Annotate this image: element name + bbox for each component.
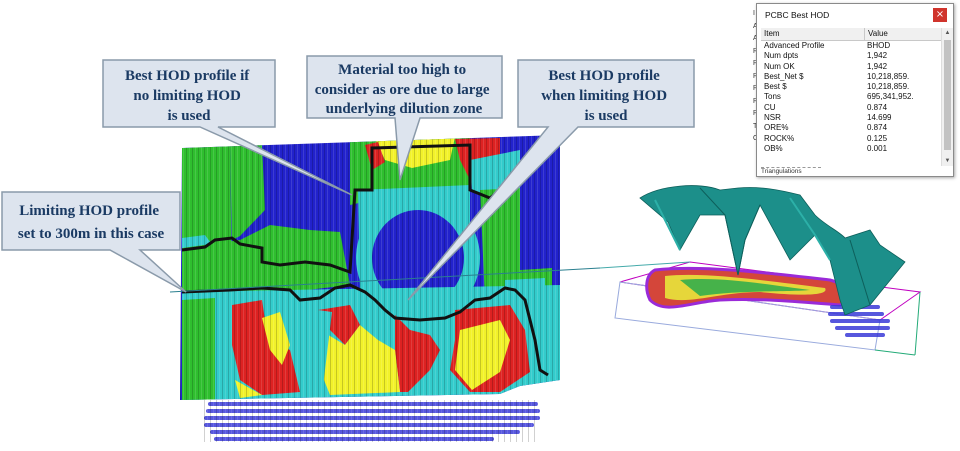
side-letter: R [753,46,758,59]
callout-best-no-limit-line2: no limiting HOD [133,88,241,104]
dialog-footer-label: Triangulations [761,167,821,175]
row-item: CU [764,102,776,112]
table-row[interactable]: Advanced Profile BHOD [761,41,941,51]
row-value: 1,942 [867,51,888,61]
row-item: NSR [764,113,781,123]
callout-limiting: Limiting HOD profile set to 300m in this… [1,191,187,293]
pit-3d-view [599,185,922,356]
row-item: Tons [764,92,781,102]
row-item: Best_Net $ [764,71,804,81]
row-value: 695,341,952. [867,92,914,102]
side-letter: A [753,21,758,34]
row-item: Num dpts [764,51,799,61]
callout-too-high-line2: consider as ore due to large [315,82,490,98]
table-row[interactable]: Tons 695,341,952. [761,92,941,102]
side-letter: A [753,33,758,46]
column-header-item[interactable]: Item [761,28,865,40]
svg-text:Best HOD profile if no l: Best HOD profile if no limiting HOD is u… [125,68,253,124]
callout-too-high-line3: underlying dilution zone [326,101,483,117]
side-letter: T [753,121,758,134]
scrollbar-thumb[interactable] [944,40,951,150]
row-value: 10,218,859. [867,82,910,92]
row-value: 0.874 [867,102,888,112]
callout-best-no-limit-line3: is used [168,108,212,124]
dialog-titlebar[interactable]: PCBC Best HOD × [757,4,953,26]
vertical-scrollbar[interactable]: ▲ ▼ [941,28,953,166]
table-row[interactable]: ROCK% 0.125 [761,134,941,144]
side-letter: I [753,10,755,17]
row-item: OB% [764,143,783,153]
svg-text:Material too high to con: Material too high to consider as ore due… [315,62,494,117]
drillhole-points [204,400,540,442]
dialog-title: PCBC Best HOD [765,10,830,20]
table-row[interactable]: Best_Net $ 10,218,859. [761,72,941,82]
row-value: 14.699 [867,113,892,123]
callout-best-limit-line3: is used [585,108,629,124]
callout-limiting-line1: Limiting HOD profile [19,203,159,219]
table-row[interactable]: Num dpts 1,942 [761,51,941,61]
row-value: 1,942 [867,61,888,71]
block-model-section [180,135,560,400]
pcbc-best-hod-dialog[interactable]: PCBC Best HOD × Item Value Advanced Prof… [756,3,954,177]
callout-best-limit-line1: Best HOD profile [548,68,660,84]
row-item: Advanced Profile [764,41,825,50]
callout-too-high: Material too high to consider as ore due… [306,55,503,181]
side-letter: P [753,96,758,109]
table-row[interactable]: ORE% 0.874 [761,123,941,133]
svg-text:Limiting HOD profile se: Limiting HOD profile set to 300m in this… [18,203,165,242]
table-row[interactable]: CU 0.874 [761,103,941,113]
scroll-down-icon[interactable]: ▼ [944,158,951,164]
callout-best-limit-line2: when limiting HOD [541,88,667,104]
side-letter: P [753,83,758,96]
table-row[interactable]: Best $ 10,218,859. [761,82,941,92]
row-value: BHOD [867,41,891,50]
callout-best-limit: Best HOD profile when limiting HOD is us… [407,59,695,301]
table-row[interactable]: NSR 14.699 [761,113,941,123]
best-hod-profile-no-limit [181,143,501,275]
best-hod-profile-limit [181,283,549,377]
callout-limiting-line2: set to 300m in this case [18,226,165,242]
svg-text:Best HOD profile when li: Best HOD profile when limiting HOD is us… [541,68,671,124]
row-value: 0.125 [867,133,888,143]
row-value: 10,218,859. [867,71,910,81]
results-table: Item Value Advanced Profile BHOD Num dpts… [761,28,941,154]
callout-best-no-limit-line1: Best HOD profile if [125,68,250,84]
close-icon[interactable]: × [933,8,947,22]
table-row[interactable]: Num OK 1,942 [761,62,941,72]
row-item: Num OK [764,61,795,71]
row-value: 0.874 [867,123,888,133]
table-header: Item Value [761,28,941,41]
background-panel-letters: I A A R P P P P P T O [753,8,758,146]
column-header-value[interactable]: Value [868,29,888,38]
callout-best-no-limit: Best HOD profile if no limiting HOD is u… [102,59,353,196]
row-item: ROCK% [764,133,795,143]
callout-too-high-line1: Material too high to [338,62,466,78]
side-letter: P [753,71,758,84]
side-letter: O [753,133,758,146]
table-row[interactable]: OB% 0.001 [761,144,941,154]
row-value: 0.001 [867,143,888,153]
row-item: ORE% [764,123,789,133]
limiting-hod-level-line [169,267,601,293]
side-letter: P [753,58,758,71]
scroll-up-icon[interactable]: ▲ [944,30,951,36]
hod-profile-lines [181,143,549,377]
row-item: Best $ [764,82,787,92]
side-letter: P [753,108,758,121]
